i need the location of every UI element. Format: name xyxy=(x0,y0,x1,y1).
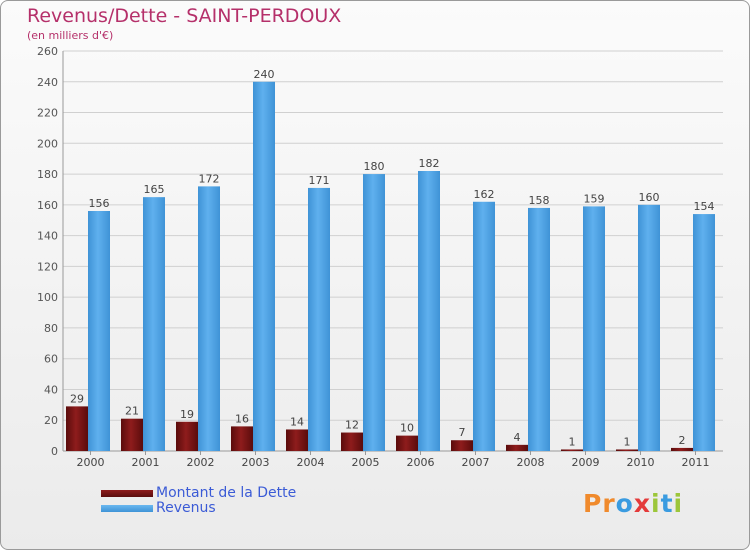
logo-letter: x xyxy=(633,489,651,518)
x-tick-label: 2001 xyxy=(132,456,160,469)
bar-revenus xyxy=(88,211,110,451)
proxiti-logo: Proxiti xyxy=(583,489,683,518)
data-label-revenus: 182 xyxy=(419,157,440,170)
logo-letter: i xyxy=(651,489,661,518)
bar-revenus xyxy=(143,197,165,451)
data-label-dette: 21 xyxy=(125,405,139,418)
data-label-revenus: 180 xyxy=(364,160,385,173)
data-label-dette: 4 xyxy=(514,431,521,444)
bar-dette xyxy=(121,418,143,451)
data-label-revenus: 159 xyxy=(584,192,605,205)
data-label-dette: 16 xyxy=(235,412,249,425)
bar-dette xyxy=(66,406,88,451)
data-label-dette: 19 xyxy=(180,408,194,421)
labels: 0 20 40 60 80 100 120 140 160 180 200 220 240 260 29 15… xyxy=(37,45,715,469)
bar-revenus xyxy=(473,201,495,451)
data-label-revenus: 171 xyxy=(309,174,330,187)
bar-revenus xyxy=(363,174,385,452)
y-tick-label: 260 xyxy=(37,45,58,58)
x-tick-label: 2007 xyxy=(462,456,490,469)
data-label-dette: 7 xyxy=(459,426,466,439)
y-tick-label: 120 xyxy=(37,260,58,273)
y-tick-label: 60 xyxy=(44,353,58,366)
data-label-dette: 14 xyxy=(290,415,304,428)
data-label-revenus: 160 xyxy=(639,191,660,204)
data-label-revenus: 172 xyxy=(199,172,220,185)
x-tick-label: 2002 xyxy=(187,456,215,469)
data-label-dette: 2 xyxy=(679,434,686,447)
data-label-revenus: 158 xyxy=(529,194,550,207)
data-label-revenus: 162 xyxy=(474,188,495,201)
bar-revenus xyxy=(418,171,440,451)
data-label-dette: 10 xyxy=(400,422,414,435)
bar-revenus xyxy=(253,81,275,452)
logo-letter: t xyxy=(660,489,674,518)
grid xyxy=(62,50,723,455)
x-tick-label: 2006 xyxy=(407,456,435,469)
bar-dette xyxy=(396,435,418,451)
bar-revenus xyxy=(583,206,605,451)
x-tick-label: 2009 xyxy=(572,456,600,469)
bar-revenus xyxy=(638,204,660,451)
y-tick-label: 140 xyxy=(37,230,58,243)
x-tick-label: 2000 xyxy=(77,456,105,469)
data-label-dette: 1 xyxy=(569,435,576,448)
bar-dette xyxy=(671,447,693,451)
x-tick-label: 2011 xyxy=(682,456,710,469)
bar-dette xyxy=(231,426,253,451)
bar-dette xyxy=(451,440,473,451)
chart-subtitle: (en milliers d'€) xyxy=(27,29,114,42)
x-tick-label: 2008 xyxy=(517,456,545,469)
bar-revenus xyxy=(528,207,550,451)
data-label-revenus: 154 xyxy=(694,200,715,213)
data-label-dette: 29 xyxy=(70,392,84,405)
y-tick-label: 200 xyxy=(37,137,58,150)
legend-swatch-revenus xyxy=(101,505,153,512)
y-tick-label: 0 xyxy=(51,445,58,458)
bar-revenus xyxy=(308,187,330,451)
x-tick-label: 2010 xyxy=(627,456,655,469)
y-tick-label: 20 xyxy=(44,414,58,427)
logo-letter: P xyxy=(583,489,603,518)
bar-revenus xyxy=(693,214,715,451)
bar-dette xyxy=(616,449,638,451)
data-label-revenus: 156 xyxy=(89,197,110,210)
data-label-revenus: 165 xyxy=(144,183,165,196)
bar-dette xyxy=(286,429,308,451)
y-tick-label: 240 xyxy=(37,76,58,89)
legend-label-dette: Montant de la Dette xyxy=(156,485,297,501)
bar-dette xyxy=(506,444,528,451)
y-tick-label: 180 xyxy=(37,168,58,181)
logo-letter: r xyxy=(602,489,616,518)
bars xyxy=(66,81,715,452)
y-tick-label: 40 xyxy=(44,383,58,396)
x-tick-label: 2003 xyxy=(242,456,270,469)
legend-swatch-dette xyxy=(101,490,153,497)
y-tick-label: 80 xyxy=(44,322,58,335)
chart-title: Revenus/Dette - SAINT-PERDOUX xyxy=(27,5,342,27)
bar-dette xyxy=(341,432,363,451)
x-tick-label: 2004 xyxy=(297,456,325,469)
logo-letter: o xyxy=(615,489,634,518)
y-tick-label: 160 xyxy=(37,199,58,212)
legend-label-revenus: Revenus xyxy=(156,500,216,516)
bar-dette xyxy=(561,449,583,451)
bar-revenus xyxy=(198,186,220,451)
data-label-dette: 1 xyxy=(624,435,631,448)
data-label-revenus: 240 xyxy=(254,68,275,81)
logo-letter: i xyxy=(673,489,684,518)
y-tick-label: 100 xyxy=(37,291,58,304)
x-tick-label: 2005 xyxy=(352,456,380,469)
y-tick-label: 220 xyxy=(37,107,58,120)
bar-dette xyxy=(176,421,198,451)
data-label-dette: 12 xyxy=(345,419,359,432)
